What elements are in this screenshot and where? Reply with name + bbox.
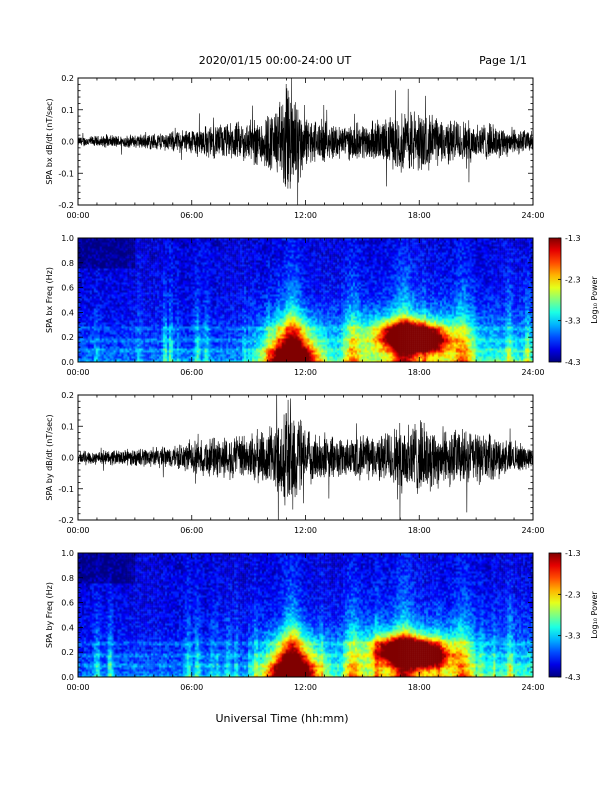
y-tick-label-1-1: 0.2 [61, 333, 74, 342]
y-tick-label-3-0: 0.0 [61, 673, 74, 682]
x-tick-label-0-2: 12:00 [294, 211, 317, 220]
plot-frame [77, 77, 534, 206]
x-tick-label-1-4: 24:00 [521, 368, 544, 377]
y-axis-title-0: SPA bx dB/dt (nT/sec) [45, 98, 54, 184]
y-tick-label-0-3: 0.1 [61, 106, 74, 115]
colorbar-tick-label-1-0: -1.3 [565, 234, 581, 243]
x-tick-label-0-3: 18:00 [408, 211, 431, 220]
x-tick-label-2-4: 24:00 [521, 526, 544, 535]
colorbar-3: -1.3 -2.3 -3.3 -4.3 Log₁₀ Power [548, 549, 599, 682]
colorbar-1: -1.3 -2.3 -3.3 -4.3 Log₁₀ Power [548, 234, 599, 367]
x-tick-label-2-1: 06:00 [180, 526, 203, 535]
y-tick-label-1-0: 0.0 [61, 358, 74, 367]
panel-2: 00:00 06:00 12:00 18:00 24:00 -0.2 -0.1 0.0 0.1 0… [45, 391, 545, 535]
x-tick-label-0-0: 00:00 [66, 211, 89, 220]
colorbar-tick-label-3-3: -4.3 [565, 673, 581, 682]
colorbar-tick-label-1-3: -4.3 [565, 358, 581, 367]
colorbar-label-3: Log₁₀ Power [590, 591, 599, 639]
x-tick-label-1-2: 12:00 [294, 368, 317, 377]
y-tick-label-3-1: 0.2 [61, 648, 74, 657]
y-tick-label-1-4: 0.8 [61, 259, 74, 268]
x-tick-label-2-0: 00:00 [66, 526, 89, 535]
y-tick-label-0-1: -0.1 [58, 169, 74, 178]
colorbar-scale [548, 237, 562, 363]
x-tick-label-1-0: 00:00 [66, 368, 89, 377]
y-tick-label-2-4: 0.2 [61, 391, 74, 400]
y-tick-label-3-3: 0.6 [61, 599, 74, 608]
x-tick-label-0-4: 24:00 [521, 211, 544, 220]
colorbar-tick-label-3-0: -1.3 [565, 549, 581, 558]
colorbar-scale [548, 552, 562, 678]
y-tick-label-3-4: 0.8 [61, 574, 74, 583]
plot-frame [77, 552, 534, 678]
y-tick-label-2-2: 0.0 [61, 454, 74, 463]
y-tick-label-0-2: 0.0 [61, 138, 74, 147]
x-tick-label-2-3: 18:00 [408, 526, 431, 535]
y-tick-label-1-5: 1.0 [61, 234, 74, 243]
x-tick-label-1-1: 06:00 [180, 368, 203, 377]
x-axis-title: Universal Time (hh:mm) [216, 712, 349, 725]
panel-3: -1.3 -2.3 -3.3 -4.3 Log₁₀ Power 00:00 06:00 12:… [45, 549, 599, 692]
y-axis-title-1: SPA bx Freq (Hz) [45, 267, 54, 333]
plot-frame [77, 237, 534, 363]
colorbar-tick-label-1-1: -2.3 [565, 275, 581, 284]
colorbar-tick-label-3-1: -2.3 [565, 590, 581, 599]
y-axis-title-3: SPA by Freq (Hz) [45, 582, 54, 648]
x-tick-label-3-1: 06:00 [180, 683, 203, 692]
y-tick-label-1-2: 0.4 [61, 308, 74, 317]
x-tick-label-3-2: 12:00 [294, 683, 317, 692]
y-tick-label-3-5: 1.0 [61, 549, 74, 558]
y-tick-label-2-0: -0.2 [58, 516, 74, 525]
series-line-0 [78, 78, 533, 205]
series-line-2 [78, 395, 533, 520]
y-tick-label-1-3: 0.6 [61, 284, 74, 293]
figure-title: 2020/01/15 00:00-24:00 UT [199, 54, 352, 67]
y-tick-label-0-0: -0.2 [58, 201, 74, 210]
x-tick-label-3-3: 18:00 [408, 683, 431, 692]
colorbar-tick-label-1-2: -3.3 [565, 317, 581, 326]
spectrogram-image-3 [78, 553, 533, 677]
x-tick-label-0-1: 06:00 [180, 211, 203, 220]
plot-frame [77, 394, 534, 521]
y-tick-label-0-4: 0.2 [61, 74, 74, 83]
colorbar-tick-label-3-2: -3.3 [565, 632, 581, 641]
panel-0: 00:00 06:00 12:00 18:00 24:00 -0.2 -0.1 0.0 0.1 0… [45, 74, 545, 220]
spectrogram-image-1 [78, 238, 533, 362]
x-tick-label-1-3: 18:00 [408, 368, 431, 377]
colorbar-label-1: Log₁₀ Power [590, 276, 599, 324]
y-tick-label-2-3: 0.1 [61, 422, 74, 431]
panel-1: -1.3 -2.3 -3.3 -4.3 Log₁₀ Power 00:00 06:00 12:… [45, 234, 599, 377]
x-tick-label-2-2: 12:00 [294, 526, 317, 535]
x-tick-label-3-4: 24:00 [521, 683, 544, 692]
x-tick-label-3-0: 00:00 [66, 683, 89, 692]
page-indicator: Page 1/1 [479, 54, 527, 67]
y-tick-label-2-1: -0.1 [58, 485, 74, 494]
y-tick-label-3-2: 0.4 [61, 623, 74, 632]
y-axis-title-2: SPA by dB/dt (nT/sec) [45, 414, 54, 500]
